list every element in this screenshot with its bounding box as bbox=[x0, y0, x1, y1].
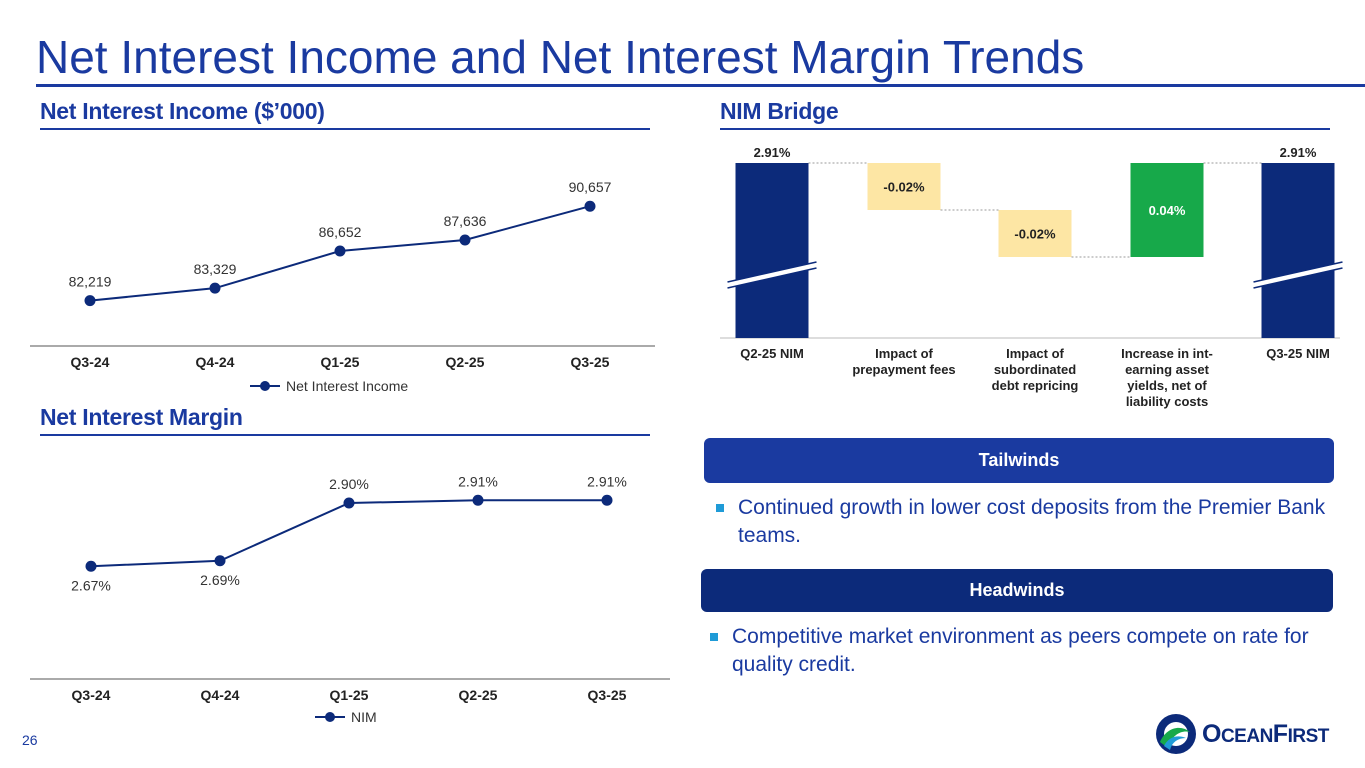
x-tick-label: Q3-25 bbox=[588, 687, 627, 703]
bridge-category-label: prepayment fees bbox=[852, 362, 955, 377]
bridge-category-label: Impact of bbox=[1006, 346, 1064, 361]
bridge-category-label: Impact of bbox=[875, 346, 933, 361]
bridge-value-label: 2.91% bbox=[1280, 145, 1317, 160]
data-point bbox=[209, 282, 221, 294]
legend-marker-icon bbox=[260, 381, 270, 391]
x-tick-label: Q3-24 bbox=[72, 687, 111, 703]
nii-section-title: Net Interest Income ($’000) bbox=[40, 98, 325, 124]
data-point bbox=[472, 494, 484, 506]
bridge-category-label: liability costs bbox=[1126, 394, 1208, 409]
tailwinds-label: Tailwinds bbox=[978, 450, 1060, 470]
bridge-category-label: subordinated bbox=[994, 362, 1076, 377]
bridge-category-label: Q3-25 NIM bbox=[1266, 346, 1330, 361]
data-label: 87,636 bbox=[444, 213, 487, 229]
x-tick-label: Q3-24 bbox=[71, 354, 110, 370]
bridge-bar bbox=[867, 163, 941, 210]
data-label: 83,329 bbox=[194, 261, 237, 277]
headwinds-bullet-text: Competitive market environment as peers … bbox=[732, 625, 1309, 676]
legend-label: NIM bbox=[351, 709, 377, 725]
tailwinds-bullet-text: Continued growth in lower cost deposits … bbox=[738, 496, 1326, 547]
data-point bbox=[343, 497, 355, 509]
page-number: 26 bbox=[22, 732, 38, 748]
bridge-value-label: -0.02% bbox=[1014, 227, 1056, 242]
bullet-square-icon bbox=[716, 504, 724, 512]
headwinds-bullet: Competitive market environment as peers … bbox=[710, 623, 1330, 679]
bridge-section-title: NIM Bridge bbox=[720, 98, 839, 124]
data-label: 90,657 bbox=[569, 179, 612, 195]
x-tick-label: Q4-24 bbox=[201, 687, 240, 703]
data-label: 2.90% bbox=[329, 476, 369, 492]
axis-break-gap bbox=[727, 262, 817, 288]
x-tick-label: Q2-25 bbox=[446, 354, 485, 370]
axis-break-line bbox=[1253, 267, 1343, 289]
x-tick-label: Q1-25 bbox=[321, 354, 360, 370]
legend-label: Net Interest Income bbox=[286, 378, 408, 394]
legend-marker-icon bbox=[325, 712, 335, 722]
page-title: Net Interest Income and Net Interest Mar… bbox=[36, 31, 1085, 83]
data-point bbox=[214, 555, 226, 567]
bridge-value-label: 2.91% bbox=[754, 145, 791, 160]
bridge-category-label: yields, net of bbox=[1127, 378, 1207, 393]
bridge-category-label: debt repricing bbox=[992, 378, 1079, 393]
data-label: 86,652 bbox=[319, 224, 362, 240]
bridge-bar bbox=[735, 163, 809, 338]
tailwinds-banner: Tailwinds bbox=[704, 438, 1334, 483]
data-label: 2.91% bbox=[458, 473, 498, 489]
x-tick-label: Q4-24 bbox=[196, 354, 235, 370]
nim-bridge-chart: 2.91%Q2-25 NIM-0.02%Impact ofprepayment … bbox=[720, 145, 1343, 409]
nii-section-divider bbox=[40, 128, 650, 130]
axis-break-line bbox=[1253, 261, 1343, 283]
nim-line-chart: 2.67% 2.69% 2.90% 2.91% 2.91% Q3-24 Q4-24 Q1-25… bbox=[30, 473, 670, 725]
x-tick-label: Q3-25 bbox=[571, 354, 610, 370]
data-label: 2.91% bbox=[587, 473, 627, 489]
bridge-category-label: earning asset bbox=[1125, 362, 1209, 377]
nii-line-chart: 82,219 83,329 86,652 87,636 90,657 Q3-24 Q4-24… bbox=[30, 179, 655, 394]
nim-section-title: Net Interest Margin bbox=[40, 404, 243, 430]
data-point bbox=[584, 200, 596, 212]
headwinds-banner: Headwinds bbox=[701, 569, 1333, 612]
bridge-bar bbox=[1261, 163, 1335, 338]
axis-break-line bbox=[727, 267, 817, 289]
bridge-bar bbox=[1130, 163, 1204, 257]
oceanfirst-logo-text: OCEANFIRST bbox=[1202, 720, 1329, 748]
bridge-section-divider bbox=[720, 128, 1330, 130]
data-point bbox=[459, 234, 471, 246]
data-point bbox=[84, 295, 96, 307]
oceanfirst-logo-icon bbox=[1154, 712, 1200, 756]
series-line bbox=[90, 499, 607, 568]
bridge-bar bbox=[998, 210, 1072, 257]
axis-break-gap bbox=[1253, 262, 1343, 288]
tailwinds-bullet: Continued growth in lower cost deposits … bbox=[716, 494, 1326, 550]
bridge-value-label: -0.02% bbox=[883, 180, 925, 195]
data-point bbox=[334, 245, 346, 257]
bridge-value-label: 0.04% bbox=[1149, 203, 1186, 218]
headwinds-label: Headwinds bbox=[969, 580, 1065, 600]
data-label: 2.69% bbox=[200, 572, 240, 588]
title-divider bbox=[36, 84, 1365, 87]
data-point bbox=[85, 560, 97, 572]
x-tick-label: Q1-25 bbox=[330, 687, 369, 703]
data-label: 2.67% bbox=[71, 577, 111, 593]
bridge-category-label: Increase in int- bbox=[1121, 346, 1213, 361]
x-tick-label: Q2-25 bbox=[459, 687, 498, 703]
data-point bbox=[601, 494, 613, 506]
axis-break-line bbox=[727, 261, 817, 283]
bullet-square-icon bbox=[710, 633, 718, 641]
data-label: 82,219 bbox=[69, 274, 112, 290]
nim-section-divider bbox=[40, 434, 650, 436]
bridge-category-label: Q2-25 NIM bbox=[740, 346, 804, 361]
